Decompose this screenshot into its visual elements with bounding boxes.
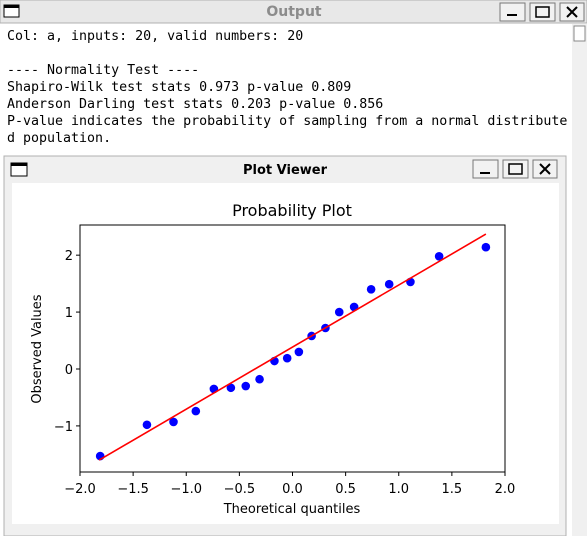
output-title: Output — [266, 4, 322, 20]
x-tick-label: 2.0 — [495, 482, 516, 497]
output-titlebar — [0, 0, 587, 24]
output-line: Col: a, inputs: 20, valid numbers: 20 — [7, 29, 303, 44]
output-line: d population. — [7, 131, 111, 146]
y-tick-label: 0 — [65, 363, 73, 378]
x-tick-label: −1.0 — [170, 482, 202, 497]
plot-viewer-title: Plot Viewer — [243, 163, 328, 178]
data-point — [255, 374, 264, 384]
button-frame — [499, 2, 526, 22]
x-tick-label: 0.5 — [335, 482, 356, 497]
plot-viewer-titlebar — [5, 157, 565, 181]
data-point — [169, 417, 178, 427]
button-frame — [502, 159, 529, 179]
data-point — [191, 406, 201, 416]
button-frame — [472, 159, 499, 179]
scrollbar[interactable] — [572, 24, 587, 536]
output-text: Col: a, inputs: 20, valid numbers: 20 ---… — [7, 29, 567, 146]
x-tick-label: 1.0 — [388, 482, 409, 497]
data-point — [384, 279, 394, 289]
x-axis-label: Theoretical quantiles — [223, 502, 361, 517]
output-line: P-value indicates the probability of sam… — [7, 114, 567, 129]
y-tick-label: 1 — [65, 306, 73, 321]
output-line: Shapiro-Wilk test stats 0.973 p-value 0.… — [7, 80, 351, 95]
minimize-button[interactable] — [499, 2, 526, 22]
x-tick-label: −1.5 — [117, 482, 149, 497]
y-tick-label: 2 — [65, 249, 73, 264]
y-axis-label: Observed Values — [30, 294, 45, 403]
button-glyph — [535, 6, 550, 18]
data-point — [481, 242, 491, 252]
close-button[interactable] — [532, 159, 558, 179]
window-menu-icon[interactable] — [3, 4, 20, 18]
data-point — [142, 420, 152, 430]
x-tick-label: 0.0 — [282, 482, 303, 497]
scroll-button — [573, 25, 586, 42]
icon-bar — [11, 163, 27, 166]
plot-canvas — [12, 183, 559, 524]
button-frame — [529, 2, 556, 22]
chart-title: Probability Plot — [232, 201, 352, 220]
fit-line — [98, 233, 487, 461]
data-point — [282, 353, 292, 363]
window-menu-icon[interactable] — [10, 162, 28, 177]
maximize-button[interactable] — [502, 159, 529, 179]
button-glyph — [539, 163, 551, 175]
output-line: ---- Normality Test ---- — [7, 63, 199, 78]
icon-bar — [4, 5, 19, 8]
data-point — [294, 347, 304, 357]
x-tick-label: −2.0 — [64, 482, 96, 497]
maximize-button[interactable] — [529, 2, 556, 22]
x-tick-label: 1.5 — [442, 482, 463, 497]
plot-area: −2.0 −1.5 −1.0 −0.5 0.0 0.5 1.0 1.5 2.0 −1 0 1 2 — [54, 224, 516, 497]
data-point — [334, 307, 344, 317]
data-point — [241, 381, 251, 391]
minimize-button[interactable] — [472, 159, 499, 179]
close-button[interactable] — [559, 2, 585, 22]
scroll-track — [572, 24, 587, 536]
y-tick-label: −1 — [54, 420, 73, 435]
data-point — [434, 252, 444, 261]
x-tick-label: −0.5 — [224, 482, 256, 497]
button-glyph — [566, 6, 578, 18]
button-glyph — [508, 163, 523, 175]
data-point — [226, 383, 236, 393]
output-line: Anderson Darling test stats 0.203 p-valu… — [7, 97, 383, 112]
data-point — [366, 285, 376, 294]
